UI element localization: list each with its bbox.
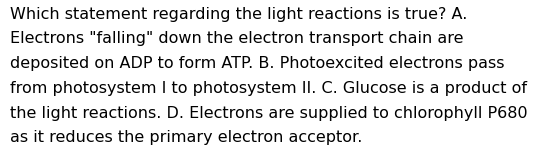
Text: deposited on ADP to form ATP. B. Photoexcited electrons pass: deposited on ADP to form ATP. B. Photoex…	[10, 56, 504, 71]
Text: Which statement regarding the light reactions is true? A.: Which statement regarding the light reac…	[10, 7, 468, 22]
Text: the light reactions. D. Electrons are supplied to chlorophyll P680: the light reactions. D. Electrons are su…	[10, 106, 528, 121]
Text: Electrons "falling" down the electron transport chain are: Electrons "falling" down the electron tr…	[10, 31, 464, 46]
Text: from photosystem I to photosystem II. C. Glucose is a product of: from photosystem I to photosystem II. C.…	[10, 81, 527, 96]
Text: as it reduces the primary electron acceptor.: as it reduces the primary electron accep…	[10, 130, 362, 145]
